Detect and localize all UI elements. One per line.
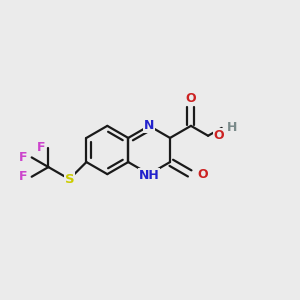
Text: S: S xyxy=(64,172,74,186)
Text: O: O xyxy=(185,92,196,105)
Text: N: N xyxy=(144,119,154,132)
Text: H: H xyxy=(227,122,237,134)
Text: O: O xyxy=(197,168,208,181)
Text: F: F xyxy=(19,170,27,183)
Text: F: F xyxy=(19,151,27,164)
Text: F: F xyxy=(37,141,46,154)
Text: O: O xyxy=(213,129,224,142)
Text: NH: NH xyxy=(139,169,160,182)
